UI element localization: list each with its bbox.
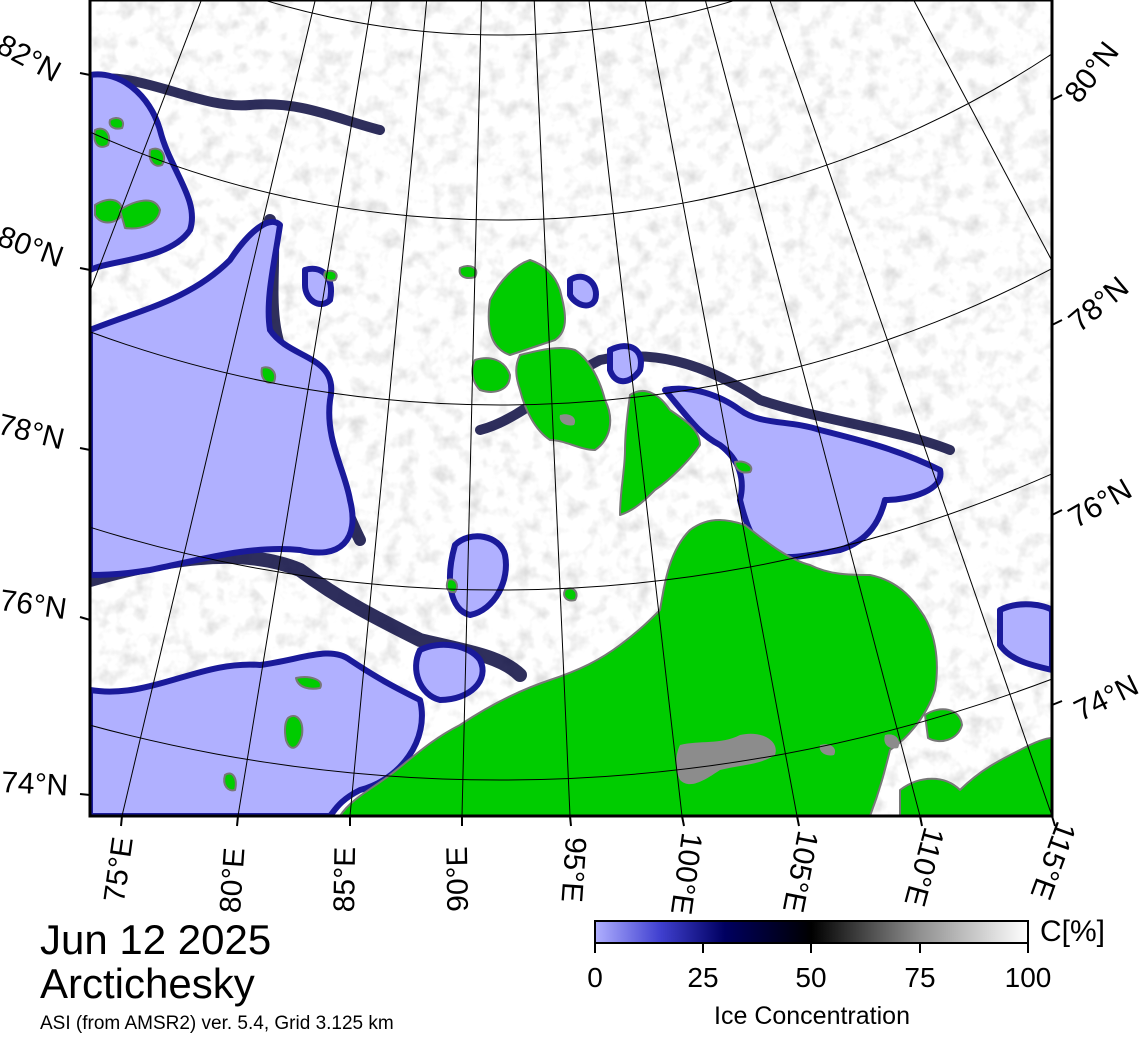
land-ice (559, 414, 900, 785)
colorbar (594, 920, 1029, 944)
meridian-line (644, 0, 798, 816)
colorbar-ticks (594, 943, 1029, 953)
lat-label-left-74: 74°N (0, 766, 70, 803)
lon-label-80: 80°E (214, 846, 252, 915)
latitude-line (90, 473, 1052, 591)
colorbar-tick-label: 100 (1004, 962, 1052, 993)
land (93, 117, 1052, 816)
lon-label-90: 90°E (440, 846, 475, 913)
colorbar-title: Ice Concentration (714, 1002, 910, 1030)
meridian-line (588, 0, 683, 816)
lon-label-85: 85°E (328, 846, 363, 913)
latitude-line (90, 52, 1052, 221)
colorbar-tick-label: 0 (587, 962, 603, 993)
map-content (90, 0, 1052, 816)
latitude-line (262, 0, 738, 36)
meridian-line (769, 0, 1052, 816)
data-source: ASI (from AMSR2) ver. 5.4, Grid 3.125 km (40, 1013, 394, 1034)
colorbar-tick-label: 50 (795, 962, 827, 993)
colorbar-tick-label: 75 (904, 962, 936, 993)
meridian-line (121, 0, 316, 816)
meridian-line (237, 0, 373, 816)
meridian-line (461, 0, 482, 816)
meridian-line (704, 0, 921, 816)
colorbar-tick-label: 25 (687, 962, 719, 993)
colorbar-unit: C[%] (1040, 915, 1106, 948)
meridian-line (349, 0, 428, 816)
latitude-line (90, 678, 1052, 781)
meridian-line (90, 0, 202, 293)
meridian-line (533, 0, 571, 816)
graticule (90, 0, 1052, 816)
region-name: Arctichesky (40, 960, 255, 1007)
latitude-line (90, 267, 1052, 406)
lon-label-95: 95°E (554, 835, 592, 904)
map-ticks (79, 72, 1063, 827)
map-date: Jun 12 2025 (40, 916, 272, 963)
